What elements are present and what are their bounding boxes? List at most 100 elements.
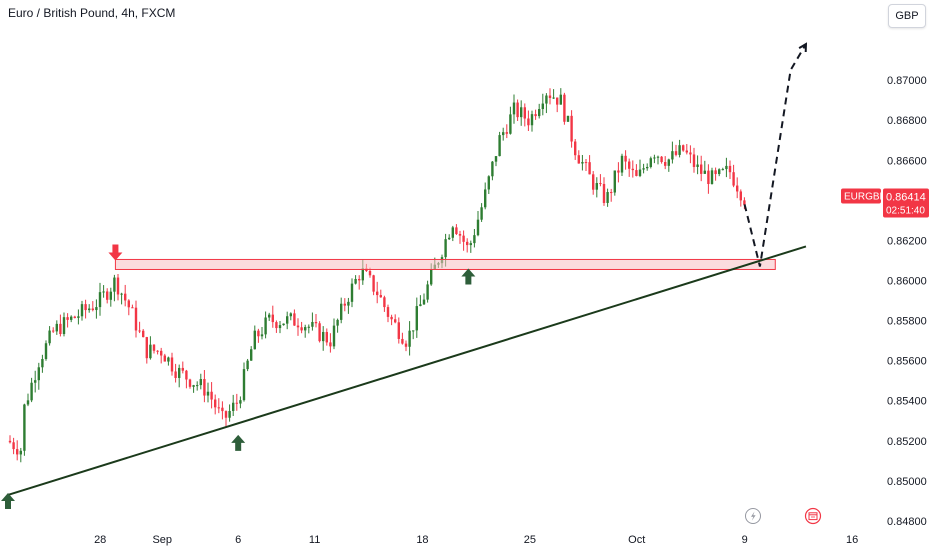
resistance-support-zone	[114, 258, 776, 270]
badge-symbol-bg	[841, 188, 881, 204]
y-tick-label: 0.86600	[887, 155, 927, 167]
candle-up	[541, 103, 544, 110]
candle-up	[613, 170, 616, 193]
candle-down	[617, 170, 620, 173]
candle-up	[286, 316, 289, 324]
candle-up	[538, 109, 541, 117]
candle-down	[293, 313, 296, 326]
lightning-icon[interactable]	[745, 508, 761, 524]
y-tick-label: 0.85600	[887, 356, 927, 368]
candle-up	[480, 207, 483, 220]
candle-up	[491, 161, 494, 177]
support-zone-layer	[114, 258, 776, 270]
candle-down	[156, 350, 159, 352]
candle-up	[23, 404, 26, 451]
x-tick-label: 18	[416, 534, 428, 546]
calendar-event-icon[interactable]	[804, 507, 822, 525]
candle-down	[689, 152, 692, 155]
candle-down	[314, 321, 318, 324]
candle-down	[394, 319, 397, 323]
candle-down	[383, 297, 386, 308]
candle-down	[131, 307, 134, 309]
candle-down	[163, 355, 166, 362]
candle-down	[203, 379, 206, 396]
candle-up	[260, 334, 264, 337]
candle-down	[188, 379, 192, 387]
candle-down	[563, 94, 566, 122]
candle-up	[696, 164, 699, 167]
price-axis[interactable]: 0.87000 0.86800 0.86600 0.86200 0.86000 0.858…	[887, 75, 927, 528]
candle-down	[170, 357, 174, 372]
candle-up	[620, 155, 624, 173]
candle-up	[48, 330, 51, 344]
y-tick-label: 0.86000	[887, 276, 927, 288]
candle-down	[145, 337, 148, 359]
marker-layer	[1, 244, 476, 509]
candle-down	[682, 145, 685, 151]
candle-down	[271, 314, 274, 323]
candle-up	[354, 278, 357, 284]
candle-up	[595, 183, 598, 190]
candle-down	[106, 291, 109, 300]
candle-up	[545, 95, 548, 104]
candle-up	[412, 330, 415, 332]
candle-up	[44, 343, 48, 360]
candle-down	[235, 402, 238, 404]
candle-down	[386, 307, 390, 317]
candle-up	[80, 304, 84, 317]
candle-up	[656, 156, 660, 158]
candle-down	[224, 411, 228, 418]
candle-up	[206, 391, 210, 396]
currency-button[interactable]: GBP	[888, 4, 926, 28]
x-tick-label: 28	[94, 534, 106, 546]
y-tick-label: 0.85800	[887, 316, 927, 328]
candle-down	[455, 227, 458, 234]
candle-down	[372, 275, 375, 292]
candle-down	[329, 342, 332, 347]
candle-down	[674, 151, 678, 155]
candle-down	[404, 343, 408, 347]
candle-down	[217, 407, 220, 409]
candle-up	[34, 380, 37, 383]
candle-up	[721, 169, 724, 171]
forecast-arrowhead	[798, 42, 808, 53]
x-tick-label: 11	[309, 534, 320, 546]
candle-down	[379, 295, 382, 298]
candle-down	[84, 304, 87, 311]
candle-down	[584, 162, 588, 164]
candle-up	[242, 369, 246, 401]
y-tick-label: 0.85200	[887, 436, 927, 448]
candle-up	[559, 94, 562, 105]
candle-down	[628, 161, 631, 169]
x-tick-label: 9	[742, 534, 748, 546]
candle-down	[181, 367, 184, 371]
candle-down	[300, 327, 303, 331]
candle-down	[59, 323, 62, 335]
candle-down	[610, 192, 613, 194]
candle-down	[368, 271, 372, 276]
x-tick-label: Oct	[628, 534, 645, 546]
y-tick-label: 0.84800	[887, 516, 927, 528]
candle-down	[556, 97, 559, 105]
x-tick-label: 6	[235, 534, 241, 546]
candle-down	[52, 330, 55, 332]
candle-up	[361, 268, 364, 281]
candle-up	[289, 313, 292, 317]
candle-down	[16, 449, 19, 455]
candle-up	[340, 303, 343, 320]
candle-down	[376, 291, 379, 296]
candle-up	[642, 168, 645, 170]
candle-up	[415, 306, 418, 331]
arrow-up-marker	[461, 268, 476, 285]
candle-up	[77, 316, 80, 318]
candle-up	[311, 321, 314, 327]
candle-up	[520, 107, 523, 118]
candle-up	[512, 102, 516, 115]
time-axis[interactable]: 28 Sep 6 11 18 25 Oct 9 16	[94, 534, 858, 546]
candle-down	[221, 407, 224, 412]
candle-up	[448, 237, 451, 240]
candle-up	[725, 165, 728, 170]
candle-up	[336, 319, 339, 326]
candle-up	[62, 317, 66, 335]
